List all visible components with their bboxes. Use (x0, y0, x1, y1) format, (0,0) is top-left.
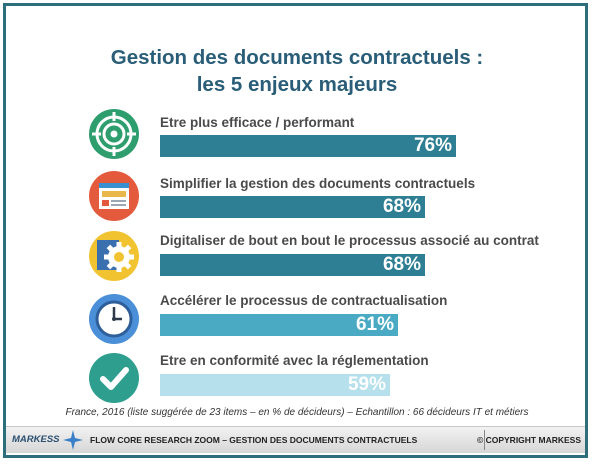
bar-value-5: 59% (347, 374, 386, 395)
bar-1: 76% (160, 135, 456, 157)
bar-value-1: 76% (413, 135, 452, 156)
star-logo-icon (63, 430, 83, 450)
bar-label-1: Etre plus efficace / performant (160, 115, 355, 130)
bar-3: 68% (160, 254, 425, 276)
bar-5: 59% (160, 374, 390, 396)
footer-title: FLOW CORE RESEARCH ZOOM – GESTION DES DO… (90, 435, 418, 445)
chart-title-line-1: Gestion des documents contractuels : (110, 46, 484, 69)
bar-value-4: 61% (355, 314, 394, 335)
bar-label-4: Accélérer le processus de contractualisa… (160, 293, 448, 308)
markess-logo: MARKESS (12, 434, 60, 445)
footer-bar: MARKESS FLOW CORE RESEARCH ZOOM – GESTIO… (6, 426, 585, 453)
clock-icon (89, 294, 139, 344)
bar-label-5: Etre en conformité avec la réglementatio… (160, 353, 429, 368)
footnote: France, 2016 (liste suggérée de 23 items… (65, 407, 529, 418)
bar-4: 61% (160, 314, 398, 336)
gear-document-icon (89, 231, 139, 281)
checkmark-icon (89, 353, 139, 403)
bar-value-2: 68% (382, 196, 421, 217)
footer-divider (484, 430, 485, 450)
bar-2: 68% (160, 196, 425, 218)
bar-label-2: Simplifier la gestion des documents cont… (160, 176, 476, 191)
footer-copyright: © COPYRIGHT MARKESS (476, 435, 581, 445)
bar-label-3: Digitaliser de bout en bout le processus… (160, 233, 539, 248)
target-icon (89, 109, 139, 159)
chart-title-line-2: les 5 enjeux majeurs (196, 73, 398, 96)
bar-value-3: 68% (382, 254, 421, 275)
browser-window-icon (89, 171, 139, 221)
chart-title: Gestion des documents contractuels : les… (0, 44, 594, 98)
